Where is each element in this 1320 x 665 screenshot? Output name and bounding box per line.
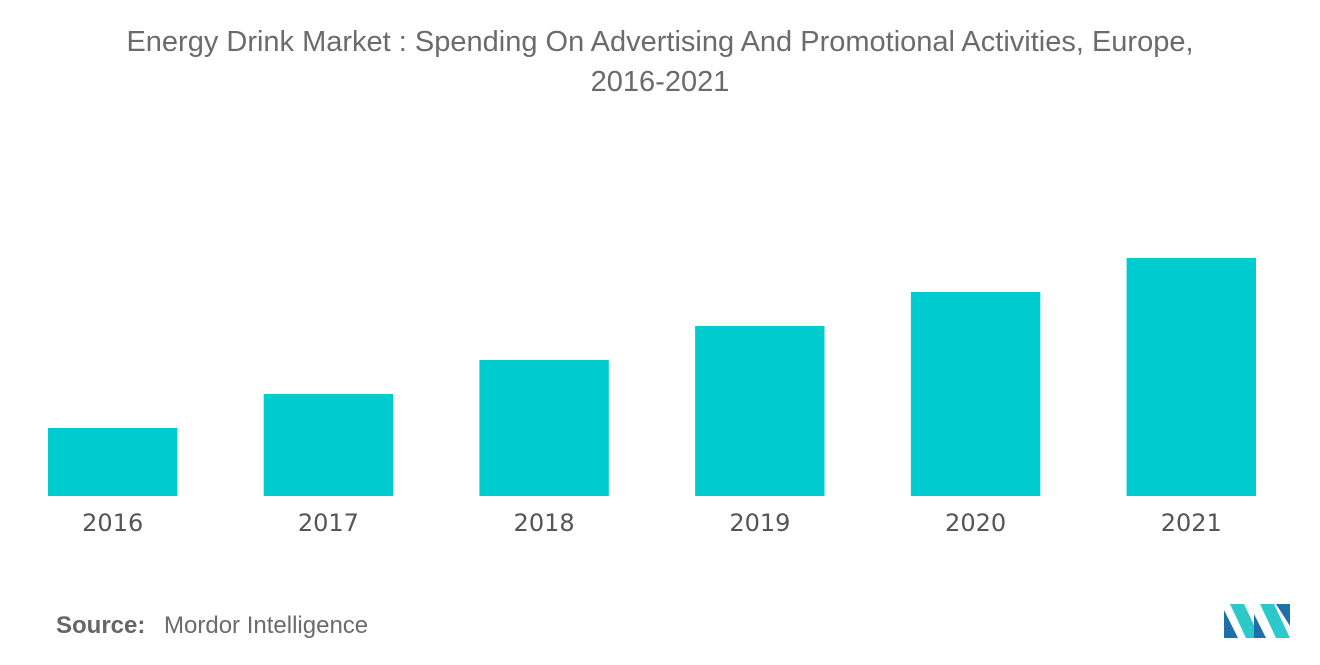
bar-2021 — [1126, 258, 1256, 496]
bar-2020 — [910, 292, 1041, 496]
bar-2016 — [48, 428, 178, 496]
x-tick-label-2016: 2016 — [82, 509, 143, 537]
x-tick-label-2020: 2020 — [945, 509, 1006, 537]
bar-2019 — [695, 326, 825, 496]
x-tick-label-2017: 2017 — [298, 509, 359, 537]
chart-title-line-2: 2016-2021 — [590, 66, 730, 98]
bars-group — [48, 258, 1256, 496]
bar-2018 — [479, 360, 609, 496]
source-value: Mordor Intelligence — [164, 612, 369, 639]
chart-title: Energy Drink Market : Spending On Advert… — [0, 22, 1320, 102]
source-label: Source: — [56, 612, 146, 639]
x-tick-label-2018: 2018 — [514, 509, 575, 537]
x-tick-labels: 2016 2017 2018 2019 2020 2021 — [82, 509, 1222, 537]
mordor-intelligence-logo-icon — [1224, 604, 1290, 638]
bar-chart: 2016 2017 2018 2019 2020 2021 — [48, 258, 1256, 537]
bar-2017 — [263, 394, 394, 496]
x-tick-label-2021: 2021 — [1161, 509, 1222, 537]
source-note: Source: Mordor Intelligence — [56, 612, 368, 640]
x-tick-label-2019: 2019 — [729, 509, 790, 537]
chart-title-line-1: Energy Drink Market : Spending On Advert… — [126, 26, 1194, 58]
